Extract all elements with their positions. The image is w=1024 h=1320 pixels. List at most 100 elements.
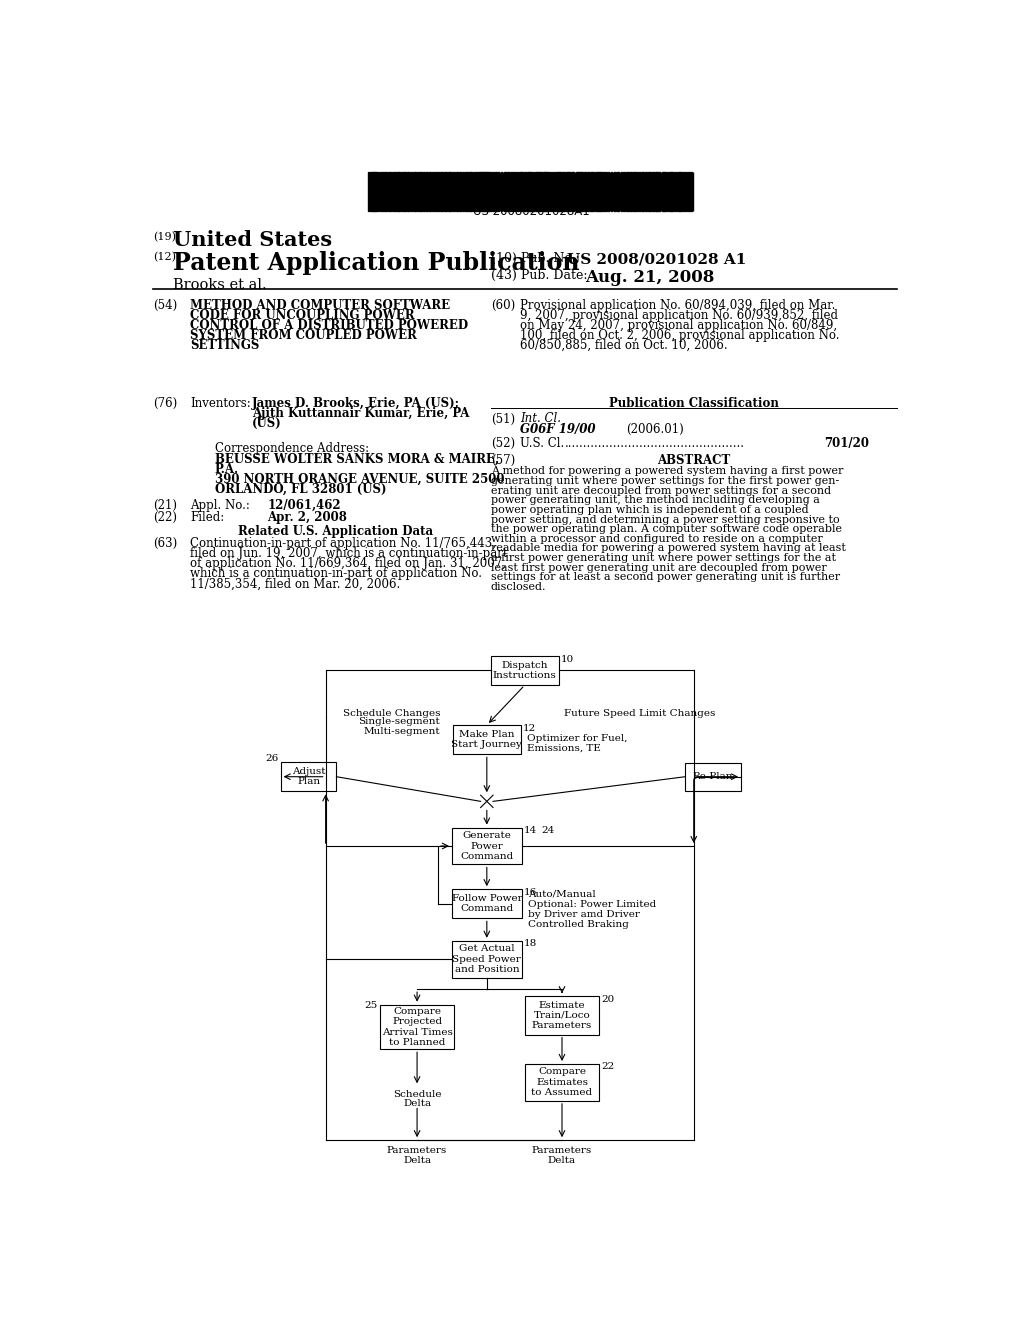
Bar xyxy=(454,173,455,211)
Bar xyxy=(560,173,562,211)
Bar xyxy=(413,173,414,211)
Bar xyxy=(475,173,477,211)
Text: disclosed.: disclosed. xyxy=(490,582,546,591)
Bar xyxy=(587,173,588,211)
Bar xyxy=(614,173,616,211)
Text: Continuation-in-part of application No. 11/765,443,: Continuation-in-part of application No. … xyxy=(190,537,496,550)
Bar xyxy=(669,173,670,211)
Text: (21): (21) xyxy=(153,499,177,512)
Bar xyxy=(484,173,486,211)
Text: SYSTEM FROM COUPLED POWER: SYSTEM FROM COUPLED POWER xyxy=(190,329,417,342)
Text: Auto/Manual: Auto/Manual xyxy=(528,890,596,899)
Text: Compare
Estimates
to Assumed: Compare Estimates to Assumed xyxy=(531,1068,593,1097)
Text: Delta: Delta xyxy=(403,1155,431,1164)
Text: (57): (57) xyxy=(490,454,515,467)
Text: 701/20: 701/20 xyxy=(824,437,869,450)
Text: Re-Plan: Re-Plan xyxy=(693,772,733,781)
Bar xyxy=(423,173,425,211)
Text: ................................................: ........................................… xyxy=(565,437,745,450)
Bar xyxy=(665,173,666,211)
Bar xyxy=(375,173,376,211)
Text: Parameters: Parameters xyxy=(531,1146,592,1155)
Text: the power operating plan. A computer software code operable: the power operating plan. A computer sof… xyxy=(490,524,842,535)
Text: 26: 26 xyxy=(265,754,279,763)
Text: 390 NORTH ORANGE AVENUE, SUITE 2500: 390 NORTH ORANGE AVENUE, SUITE 2500 xyxy=(215,473,504,486)
Bar xyxy=(480,173,482,211)
Bar xyxy=(540,173,543,211)
Text: power setting, and determining a power setting responsive to: power setting, and determining a power s… xyxy=(490,515,840,524)
Bar xyxy=(372,173,374,211)
Bar xyxy=(608,173,609,211)
Bar xyxy=(524,173,526,211)
Text: which is a continuation-in-part of application No.: which is a continuation-in-part of appli… xyxy=(190,568,482,581)
Bar xyxy=(563,173,565,211)
Text: 24: 24 xyxy=(541,826,554,836)
Text: 16: 16 xyxy=(524,888,538,898)
Bar xyxy=(590,173,592,211)
Bar xyxy=(477,173,480,211)
Text: 100, filed on Oct. 2, 2006, provisional application No.: 100, filed on Oct. 2, 2006, provisional … xyxy=(520,329,840,342)
Text: (63): (63) xyxy=(153,537,177,550)
Bar xyxy=(641,173,643,211)
Bar xyxy=(571,173,572,211)
Text: (54): (54) xyxy=(153,298,177,312)
Bar xyxy=(603,173,605,211)
Text: Int. Cl.: Int. Cl. xyxy=(520,412,561,425)
Bar xyxy=(456,173,458,211)
Bar xyxy=(281,762,337,792)
Text: (52): (52) xyxy=(490,437,515,450)
Bar xyxy=(686,173,687,211)
Text: Follow Power
Command: Follow Power Command xyxy=(452,894,522,913)
Text: Compare
Projected
Arrival Times
to Planned: Compare Projected Arrival Times to Plann… xyxy=(382,1007,453,1047)
Text: Schedule Changes: Schedule Changes xyxy=(343,709,440,718)
Bar xyxy=(397,173,398,211)
Text: US 20080201028A1: US 20080201028A1 xyxy=(473,206,590,218)
Bar xyxy=(490,173,493,211)
Bar xyxy=(557,173,560,211)
Text: Dispatch
Instructions: Dispatch Instructions xyxy=(493,661,557,680)
Bar xyxy=(652,173,653,211)
Bar xyxy=(683,173,685,211)
Text: Estimate
Train/Loco
Parameters: Estimate Train/Loco Parameters xyxy=(531,1001,592,1031)
Text: (US): (US) xyxy=(252,417,282,430)
Text: filed on Jun. 19, 2007, which is a continuation-in-part: filed on Jun. 19, 2007, which is a conti… xyxy=(190,548,508,560)
Text: (19): (19) xyxy=(153,232,176,243)
Bar xyxy=(410,173,412,211)
Bar xyxy=(399,173,400,211)
Text: G06F 19/00: G06F 19/00 xyxy=(520,424,596,437)
Bar xyxy=(445,173,447,211)
Text: 9, 2007, provisional application No. 60/939,852, filed: 9, 2007, provisional application No. 60/… xyxy=(520,309,839,322)
Bar xyxy=(452,890,521,919)
Text: 12: 12 xyxy=(523,725,537,734)
Bar xyxy=(420,173,422,211)
Text: CONTROL OF A DISTRIBUTED POWERED: CONTROL OF A DISTRIBUTED POWERED xyxy=(190,318,468,331)
Bar xyxy=(519,173,520,211)
Bar xyxy=(547,173,548,211)
Bar xyxy=(461,173,462,211)
Bar xyxy=(532,173,535,211)
Bar xyxy=(671,173,672,211)
Text: Publication Classification: Publication Classification xyxy=(609,397,778,411)
Bar xyxy=(685,763,741,791)
Bar xyxy=(667,173,669,211)
Bar xyxy=(582,173,583,211)
Bar xyxy=(622,173,623,211)
Bar xyxy=(487,173,488,211)
Text: P.A.: P.A. xyxy=(215,462,239,475)
Text: Schedule: Schedule xyxy=(393,1090,441,1100)
Text: ORLANDO, FL 32801 (US): ORLANDO, FL 32801 (US) xyxy=(215,483,386,495)
Text: (2006.01): (2006.01) xyxy=(627,424,684,437)
Bar xyxy=(404,173,407,211)
Text: a first power generating unit where power settings for the at: a first power generating unit where powe… xyxy=(490,553,836,564)
Text: Make Plan
Start Journey: Make Plan Start Journey xyxy=(452,730,522,750)
Text: settings for at least a second power generating unit is further: settings for at least a second power gen… xyxy=(490,573,840,582)
Bar xyxy=(647,173,649,211)
Bar xyxy=(498,173,499,211)
Bar xyxy=(535,173,537,211)
Text: Multi-segment: Multi-segment xyxy=(364,726,440,735)
Bar xyxy=(512,173,514,211)
Bar xyxy=(635,173,636,211)
Text: SETTINGS: SETTINGS xyxy=(190,339,259,351)
Bar xyxy=(639,173,640,211)
Text: Generate
Power
Command: Generate Power Command xyxy=(460,832,513,861)
